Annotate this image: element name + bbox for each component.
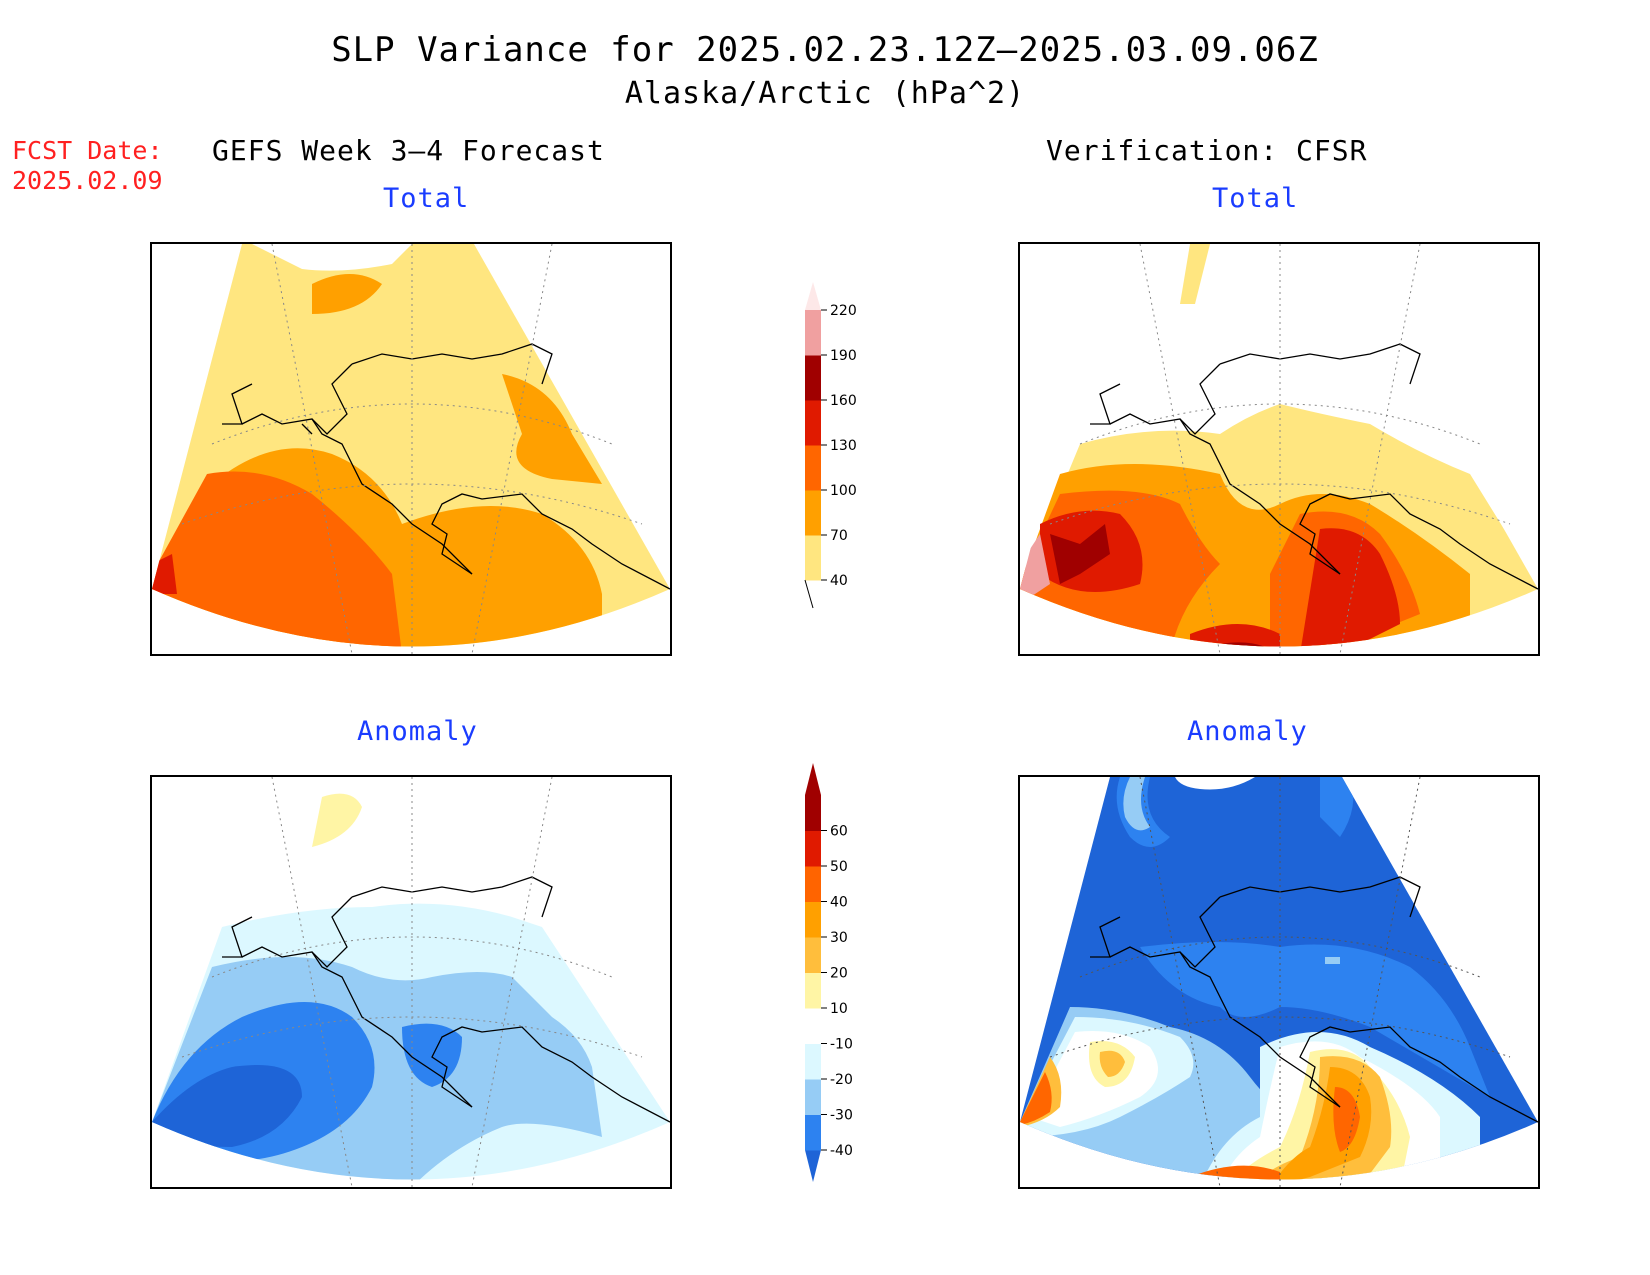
total-colorbar-swatch [805,490,821,536]
anomaly-colorbar-swatch [805,795,821,831]
forecast-date-value: 2025.02.09 [12,166,163,195]
anomaly-colorbar-swatch [805,937,821,973]
anomaly-colorbar-tick-label: 60 [830,824,848,840]
verification-anomaly-map [1018,775,1540,1189]
total-colorbar-swatch [805,400,821,446]
anomaly-colorbar-tick-label: 50 [830,859,848,875]
anomaly-colorbar-swatch [805,1114,821,1151]
anomaly-colorbar-swatch [805,901,821,938]
total-colorbar-tick-label: 100 [830,483,857,499]
forecast-date-label: FCST Date: [12,136,163,165]
total-colorbar-tick-label: 220 [830,303,857,319]
anomaly-colorbar-high-end [805,763,821,795]
anomaly-colorbar-tick-label: -20 [830,1072,853,1088]
anomaly-colorbar-swatch [805,830,821,867]
total-colorbar: 70 100 130 160 190 220 40 [795,280,875,620]
total-colorbar-swatch [805,355,821,401]
anomaly-colorbar-tick-label: 30 [830,930,848,946]
total-colorbar-swatch [805,445,821,491]
anomaly-colorbar-tick-label: 10 [830,1001,848,1017]
anomaly-colorbar-swatch [805,1008,821,1044]
anomaly-colorbar-tick-label: 40 [830,895,848,911]
forecast-total-label: Total [383,183,470,214]
page-title: SLP Variance for 2025.02.23.12Z–2025.03.… [331,30,1319,70]
total-colorbar-tick-label: 190 [830,348,857,364]
verification-anomaly-label: Anomaly [1187,716,1308,747]
forecast-anomaly-label: Anomaly [357,716,478,747]
anomaly-colorbar-swatch [805,1043,821,1080]
total-colorbar-low-end [804,579,814,609]
forecast-date-block: FCST Date: 2025.02.09 [12,136,163,196]
anomaly-colorbar: -40 -30 -20 -10 10 20 30 40 50 60 [795,755,875,1205]
total-colorbar-tick-label: 70 [830,528,848,544]
total-colorbar-tick-label: 40 [830,573,848,589]
anomaly-colorbar-tick-label: -30 [830,1108,853,1124]
forecast-column-title: GEFS Week 3–4 Forecast [212,134,605,167]
anomaly-colorbar-swatch [805,1079,821,1115]
verification-column-title: Verification: CFSR [1046,134,1368,167]
anomaly-colorbar-tick-label: 20 [830,966,848,982]
forecast-total-map [150,242,672,656]
anomaly-colorbar-tick-label: -40 [830,1143,853,1159]
anomaly-colorbar-swatch [805,866,821,902]
total-colorbar-tick-label: 160 [830,393,857,409]
total-colorbar-high-end [805,282,821,310]
anomaly-colorbar-swatch [805,972,821,1009]
total-colorbar-tick-label: 130 [830,438,857,454]
verification-total-map [1018,242,1540,656]
anomaly-colorbar-low-end [805,1150,821,1182]
forecast-anomaly-map [150,775,672,1189]
verification-total-label: Total [1212,183,1299,214]
page-subtitle: Alaska/Arctic (hPa^2) [624,76,1026,111]
anomaly-colorbar-tick-label: -10 [830,1037,853,1053]
total-colorbar-swatch [805,310,821,356]
total-colorbar-swatch [805,535,821,581]
